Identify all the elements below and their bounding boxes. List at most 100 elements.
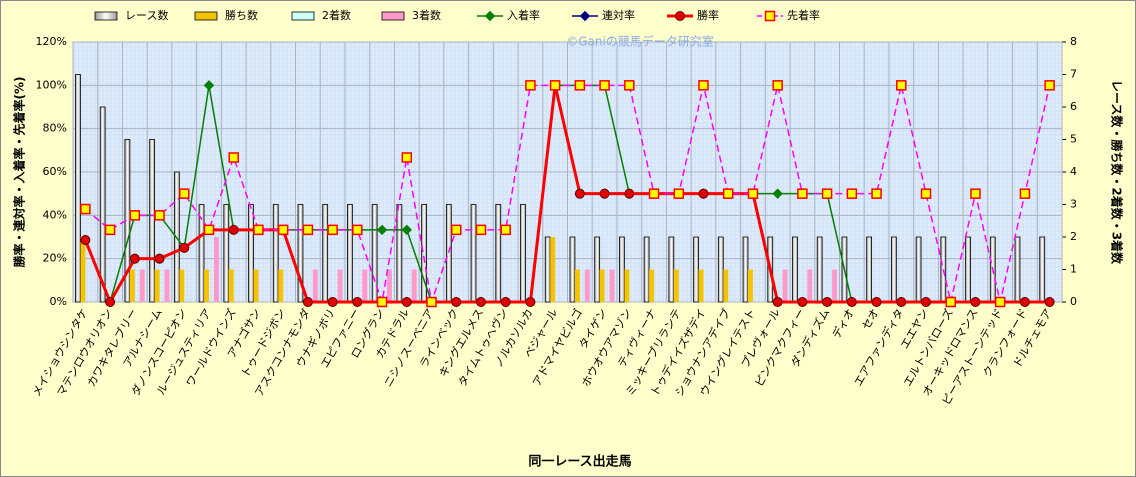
- y2-axis-title: レース数・勝ち数・2着数・3着数: [1110, 80, 1125, 265]
- line: [84, 84, 1051, 303]
- y2-tick-label: 0: [1070, 295, 1077, 308]
- point: [253, 224, 264, 236]
- bar: [569, 236, 576, 303]
- bar: [520, 204, 526, 303]
- legend-swatch: [94, 11, 118, 21]
- bar: [574, 269, 580, 302]
- point: [648, 188, 660, 199]
- point: [549, 80, 561, 91]
- bar: [312, 269, 318, 302]
- point: [772, 80, 783, 91]
- point: [154, 210, 165, 221]
- point: [624, 188, 635, 199]
- point: [574, 80, 586, 91]
- point: [154, 253, 165, 264]
- point: [921, 297, 932, 307]
- point: [228, 152, 239, 163]
- bar: [594, 236, 601, 303]
- bar: [228, 269, 234, 302]
- y2-tick-label: 1: [1070, 263, 1077, 276]
- bar: [723, 269, 729, 302]
- legend-label: 勝ち数: [225, 8, 258, 22]
- bar: [643, 236, 650, 303]
- bar: [139, 269, 145, 302]
- y-tick-label: 120%: [36, 35, 67, 48]
- point: [970, 188, 981, 199]
- bar: [747, 269, 753, 302]
- y2-tick-label: 6: [1070, 100, 1077, 113]
- bar: [253, 269, 259, 302]
- point: [203, 224, 215, 236]
- point: [451, 297, 462, 307]
- bar: [1014, 236, 1021, 303]
- point: [80, 203, 91, 215]
- bar: [495, 204, 502, 303]
- point: [500, 224, 511, 236]
- point: [327, 224, 338, 236]
- legend-label: 3着数: [412, 8, 441, 22]
- bar: [792, 236, 798, 303]
- point: [698, 80, 709, 91]
- point: [747, 188, 759, 199]
- point: [401, 152, 413, 163]
- point: [352, 224, 363, 236]
- point: [475, 297, 486, 307]
- point: [846, 297, 857, 307]
- point: [80, 235, 91, 246]
- point: [129, 210, 141, 221]
- point: [994, 296, 1006, 308]
- point: [401, 224, 412, 236]
- bar: [965, 236, 971, 303]
- point: [871, 297, 882, 307]
- bar: [248, 204, 254, 303]
- point: [574, 188, 585, 199]
- point: [599, 80, 610, 91]
- point: [1019, 297, 1030, 307]
- point: [970, 297, 981, 307]
- legend-marker: [675, 11, 685, 21]
- point: [475, 224, 487, 236]
- y-tick-label: 80%: [43, 122, 67, 135]
- point: [821, 188, 833, 199]
- y-tick-label: 0%: [50, 295, 67, 308]
- bar: [1039, 236, 1046, 303]
- bar: [322, 204, 329, 303]
- y-axis-title: 勝率・連対率・入着率・先着率(%): [12, 77, 27, 268]
- point: [797, 188, 808, 199]
- legend-label: 連対率: [602, 8, 635, 22]
- point: [722, 188, 734, 199]
- legend-label: 入着率: [507, 8, 540, 22]
- bar: [411, 269, 417, 302]
- y-tick-label: 60%: [43, 165, 67, 178]
- point: [352, 297, 363, 307]
- point: [401, 297, 412, 307]
- point: [1019, 188, 1031, 199]
- bar: [544, 236, 551, 303]
- legend-swatch: [194, 11, 218, 21]
- point: [920, 188, 932, 199]
- bar: [832, 269, 838, 302]
- legend-label: 2着数: [322, 8, 351, 22]
- legend-marker: [484, 10, 496, 22]
- bar: [624, 269, 630, 302]
- point: [105, 297, 116, 307]
- bar: [223, 204, 230, 303]
- bar: [362, 269, 368, 302]
- point: [896, 80, 907, 91]
- bar: [915, 236, 922, 303]
- bar: [149, 139, 155, 303]
- bar: [599, 269, 605, 302]
- bar: [213, 237, 219, 302]
- bar: [584, 269, 590, 302]
- bar: [742, 236, 749, 303]
- point: [772, 297, 783, 307]
- watermark: ©Ganiの競馬データ研究室: [566, 34, 714, 49]
- bar: [782, 269, 788, 302]
- bar: [609, 269, 615, 302]
- y-tick-label: 20%: [43, 252, 67, 265]
- bar: [890, 236, 897, 303]
- point: [203, 80, 215, 91]
- bar: [717, 236, 724, 303]
- point: [376, 224, 388, 236]
- point: [822, 297, 833, 307]
